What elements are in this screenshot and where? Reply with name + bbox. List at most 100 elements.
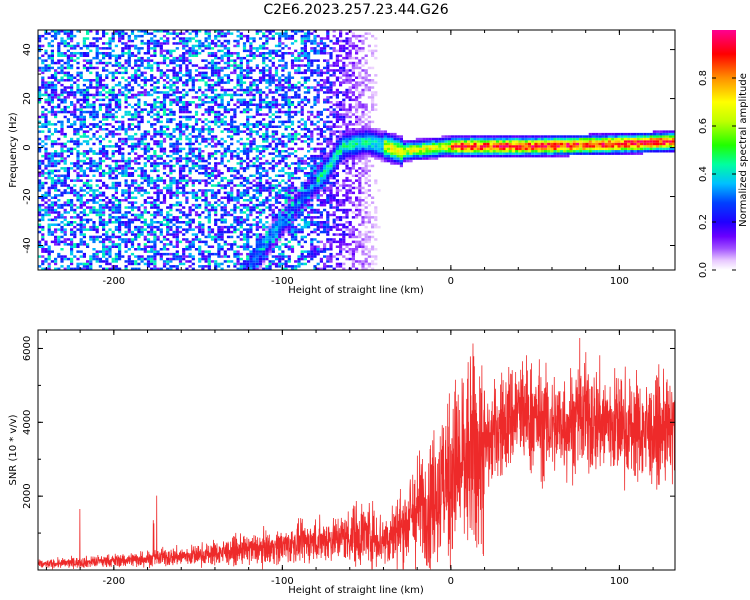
heatmap-cell [121,120,125,124]
heatmap-cell [108,252,112,256]
heatmap-cell [188,191,192,195]
heatmap-cell [236,162,240,165]
heatmap-cell [300,110,304,114]
heatmap-cell [281,34,285,38]
heatmap-cell [108,52,112,55]
heatmap-cell [310,120,314,124]
heatmap-cell [281,203,285,207]
heatmap-cell [166,213,170,217]
heatmap-cell [98,83,102,87]
heatmap-cell [319,135,323,138]
heatmap-cell [303,34,307,38]
heatmap-cell [316,91,320,94]
heatmap-cell [242,98,247,102]
heatmap-cell [236,169,240,173]
heatmap-cell [284,267,288,270]
heatmap-cell [50,233,54,236]
heatmap-cell [236,228,240,231]
heatmap-cell [108,176,112,180]
heatmap-cell [76,164,80,168]
heatmap-cell [134,137,138,141]
heatmap-cell [79,74,83,77]
heatmap-cell [70,54,74,57]
heatmap-cell [150,147,154,151]
heatmap-cell [220,225,224,229]
heatmap-cell [262,61,266,65]
heatmap-cell [118,250,122,253]
heatmap-cell [210,120,215,124]
heatmap-cell [226,49,231,53]
heatmap-cell [310,169,314,173]
heatmap-cell [281,96,285,99]
heatmap-cell [127,61,131,65]
heatmap-cell [278,194,282,197]
heatmap-cell [105,113,109,116]
heatmap-cell [153,34,157,38]
heatmap-cell [47,262,51,266]
heatmap-cell [246,186,250,190]
heatmap-cell [274,223,279,226]
heatmap-cell [111,216,115,219]
heatmap-cell [162,194,167,197]
heatmap-cell [143,199,147,202]
heatmap-cell [178,39,183,43]
heatmap-cell [92,208,96,212]
heatmap-cell [281,252,285,256]
heatmap-cell [130,262,135,266]
heatmap-cell [169,218,173,222]
heatmap-cell [38,44,42,48]
heatmap-cell [210,154,215,158]
heatmap-cell [178,54,183,57]
heatmap-cell [198,248,202,251]
heatmap-cell [73,147,77,151]
heatmap-cell [316,69,320,72]
heatmap-cell [217,189,221,192]
heatmap-cell [156,189,160,192]
heatmap-cell [47,120,51,124]
heatmap-cell [284,145,288,148]
heatmap-cell [310,59,314,62]
heatmap-cell [57,120,61,124]
heatmap-cell [159,120,163,124]
heatmap-cell [60,76,64,79]
heatmap-cell [63,115,67,119]
heatmap-cell [287,71,291,75]
heatmap-cell [310,49,314,53]
heatmap-cell [124,196,128,199]
heatmap-cell [300,181,304,185]
heatmap-cell [60,147,64,151]
heatmap-cell [268,32,272,35]
heatmap-cell [239,252,243,256]
heatmap-cell [319,162,323,165]
heatmap-cell [278,169,282,173]
heatmap-cell [220,235,224,239]
heatmap-cell [313,59,317,62]
heatmap-cell [188,179,192,182]
heatmap-cell [236,34,240,38]
heatmap-cell [239,218,243,222]
heatmap-cell [239,86,243,89]
heatmap-cell [290,30,295,33]
heatmap-cell [281,255,285,258]
heatmap-cell [54,61,58,65]
heatmap-cell [290,196,295,199]
heatmap-cell [98,174,102,177]
heatmap-cell [239,191,243,195]
heatmap-cell [98,199,102,202]
heatmap-cell [63,71,67,75]
heatmap-cell [201,66,205,70]
heatmap-cell [114,120,118,124]
heatmap-cell [281,88,285,92]
heatmap-cell [255,150,259,153]
heatmap-cell [307,157,311,160]
heatmap-cell [246,142,250,146]
heatmap-cell [143,172,147,175]
heatmap-cell [73,54,77,57]
heatmap-cell [303,81,307,84]
heatmap-cell [307,30,311,33]
heatmap-cell [185,108,189,111]
heatmap-cell [207,174,211,177]
heatmap-cell [73,130,77,133]
heatmap-cell [233,154,237,158]
heatmap-cell [297,162,301,165]
